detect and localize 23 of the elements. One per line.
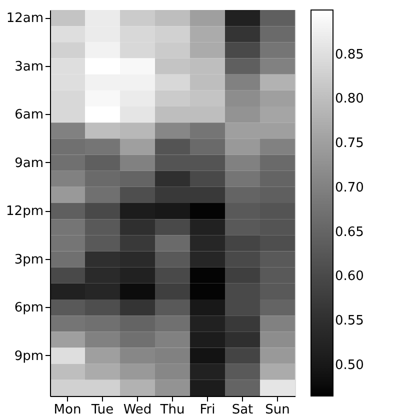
x-tick-label: Mon: [54, 402, 82, 417]
y-tick-label: 6am: [14, 108, 44, 123]
color-bar-label: 0.70: [335, 180, 364, 196]
y-tick-label: 9am: [14, 156, 44, 171]
color-bar-label: 0.55: [335, 314, 364, 329]
color-bar-label: 0.80: [335, 92, 364, 107]
x-tick-label: Sat: [232, 402, 254, 417]
color-bar-label: 0.65: [335, 224, 364, 240]
y-tick-label: 12pm: [6, 204, 44, 220]
y-tick-label: 6pm: [14, 300, 44, 316]
x-tick-label: Wed: [123, 402, 152, 417]
color-bar-label: 0.85: [335, 47, 364, 62]
color-bar-label: 0.50: [335, 358, 364, 373]
y-tick-label: 12am: [6, 11, 44, 26]
x-tick-label: Tue: [90, 402, 114, 417]
y-tick-label: 9pm: [14, 348, 44, 364]
x-tick-label: Thu: [159, 402, 185, 417]
color-bar-label: 0.60: [335, 269, 364, 284]
y-tick-label: 3pm: [14, 252, 44, 268]
y-tick-label: 3am: [14, 59, 44, 74]
x-tick-label: Fri: [200, 402, 216, 417]
color-bar-label: 0.75: [335, 136, 364, 152]
x-tick-label: Sun: [265, 402, 290, 417]
